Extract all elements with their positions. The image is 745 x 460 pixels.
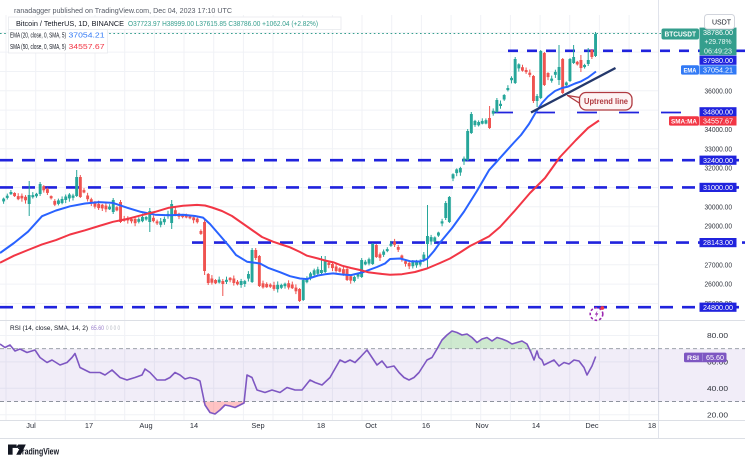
svg-text:80.00: 80.00 <box>707 331 728 340</box>
svg-text:36000.00: 36000.00 <box>705 86 733 95</box>
svg-text:65.60: 65.60 <box>706 355 724 362</box>
svg-text:ranadagger published on Tradin: ranadagger published on TradingView.com,… <box>14 6 233 15</box>
svg-text:14: 14 <box>532 421 540 430</box>
svg-text:O37723.97 H38999.00 L37615.85: O37723.97 H38999.00 L37615.85 C38786.00 … <box>128 19 318 28</box>
svg-text:Aug: Aug <box>139 421 152 430</box>
svg-text:37054.21: 37054.21 <box>69 33 105 40</box>
svg-text:16: 16 <box>422 421 430 430</box>
svg-text:Nov: Nov <box>475 421 488 430</box>
svg-text:0 0 0 0: 0 0 0 0 <box>106 325 120 332</box>
svg-text:34000.00: 34000.00 <box>705 125 733 134</box>
svg-text:Oct: Oct <box>365 421 377 430</box>
svg-text:Dec: Dec <box>585 421 598 430</box>
svg-text:+29.78%: +29.78% <box>705 37 732 46</box>
svg-text:RSI (14, close, SMA, 14, 2): RSI (14, close, SMA, 14, 2) <box>10 325 88 332</box>
svg-text:31000.00: 31000.00 <box>703 183 733 192</box>
svg-text:33000.00: 33000.00 <box>705 144 733 153</box>
svg-text:SMA:MA: SMA:MA <box>671 118 697 125</box>
svg-text:18: 18 <box>648 421 656 430</box>
svg-text:Uptrend line: Uptrend line <box>584 96 628 106</box>
svg-text:EMA (20, close, 0, SMA, 5): EMA (20, close, 0, SMA, 5) <box>10 33 66 40</box>
svg-text:TradingView: TradingView <box>18 447 60 457</box>
svg-text:USDT: USDT <box>712 18 732 27</box>
svg-text:40.00: 40.00 <box>707 384 728 393</box>
svg-text:28143.00: 28143.00 <box>703 238 733 247</box>
svg-text:BTCUSDT: BTCUSDT <box>665 32 697 39</box>
svg-text:Sep: Sep <box>251 421 264 430</box>
svg-text:27000.00: 27000.00 <box>705 260 733 269</box>
svg-text:24800.00: 24800.00 <box>703 303 733 312</box>
svg-text:32400.00: 32400.00 <box>703 156 733 165</box>
svg-text:Jul: Jul <box>26 421 36 430</box>
svg-text:20.00: 20.00 <box>707 410 728 419</box>
svg-text:34557.67: 34557.67 <box>703 117 733 126</box>
svg-text:37054.21: 37054.21 <box>703 66 733 75</box>
svg-text:26000.00: 26000.00 <box>705 280 733 289</box>
svg-text:RSI: RSI <box>687 355 699 362</box>
svg-text:06:49:23: 06:49:23 <box>704 46 732 55</box>
svg-text:17: 17 <box>85 421 93 430</box>
svg-text:SMA (50, close, 0, SMA, 5): SMA (50, close, 0, SMA, 5) <box>10 44 66 51</box>
svg-text:37980.00: 37980.00 <box>703 56 733 65</box>
svg-text:34557.67: 34557.67 <box>69 44 105 51</box>
svg-text:30000.00: 30000.00 <box>705 202 733 211</box>
svg-text:14: 14 <box>190 421 198 430</box>
svg-text:EMA: EMA <box>684 67 697 74</box>
svg-text:38786.00: 38786.00 <box>703 28 733 37</box>
svg-text:34800.00: 34800.00 <box>703 107 733 116</box>
svg-text:65.60: 65.60 <box>91 325 104 332</box>
svg-text:18: 18 <box>317 421 325 430</box>
svg-text:29000.00: 29000.00 <box>705 222 733 231</box>
svg-text:32000.00: 32000.00 <box>705 164 733 173</box>
svg-text:Bitcoin / TetherUS, 1D, BINANC: Bitcoin / TetherUS, 1D, BINANCE <box>16 19 124 28</box>
